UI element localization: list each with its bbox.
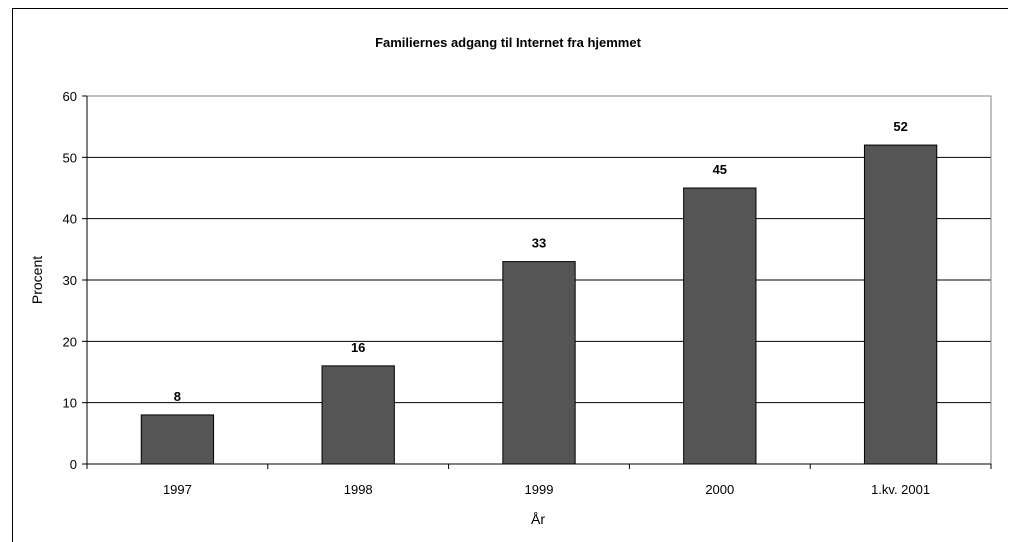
- x-tick-label: 1999: [525, 482, 554, 497]
- bars: [140, 144, 938, 465]
- x-tick-labels: 1997 1998 1999 2000 1.kv. 2001: [163, 482, 930, 497]
- y-tick-label: 10: [63, 396, 77, 411]
- chart-title: Familiernes adgang til Internet fra hjem…: [375, 35, 642, 50]
- bar-1999: [502, 261, 576, 465]
- data-label: 45: [713, 162, 727, 177]
- data-label: 52: [893, 119, 907, 134]
- data-label: 33: [532, 236, 546, 251]
- x-axis-label: År: [531, 511, 545, 527]
- y-tick-labels: 0 10 20 30 40 50 60: [63, 89, 77, 472]
- y-axis-label: Procent: [29, 256, 45, 304]
- y-tick-label: 40: [63, 212, 77, 227]
- y-tick-label: 0: [70, 457, 77, 472]
- y-tick-label: 60: [63, 89, 77, 104]
- data-label: 8: [174, 389, 181, 404]
- axes: [82, 95, 992, 469]
- data-label: 16: [351, 340, 365, 355]
- x-tick-label: 1998: [344, 482, 373, 497]
- y-tick-label: 20: [63, 334, 77, 349]
- y-tick-label: 50: [63, 150, 77, 165]
- bar-1997: [140, 414, 215, 465]
- x-tick-label: 1997: [163, 482, 192, 497]
- bar-1-kv-2001: [863, 144, 938, 465]
- chart-area: [12, 8, 1008, 542]
- x-tick-label: 2000: [705, 482, 734, 497]
- bar-1998: [321, 365, 395, 465]
- data-labels: 8 16 33 45 52: [174, 119, 908, 404]
- bar-2000: [683, 187, 757, 465]
- y-tick-label: 30: [63, 273, 77, 288]
- x-tick-label: 1.kv. 2001: [871, 482, 930, 497]
